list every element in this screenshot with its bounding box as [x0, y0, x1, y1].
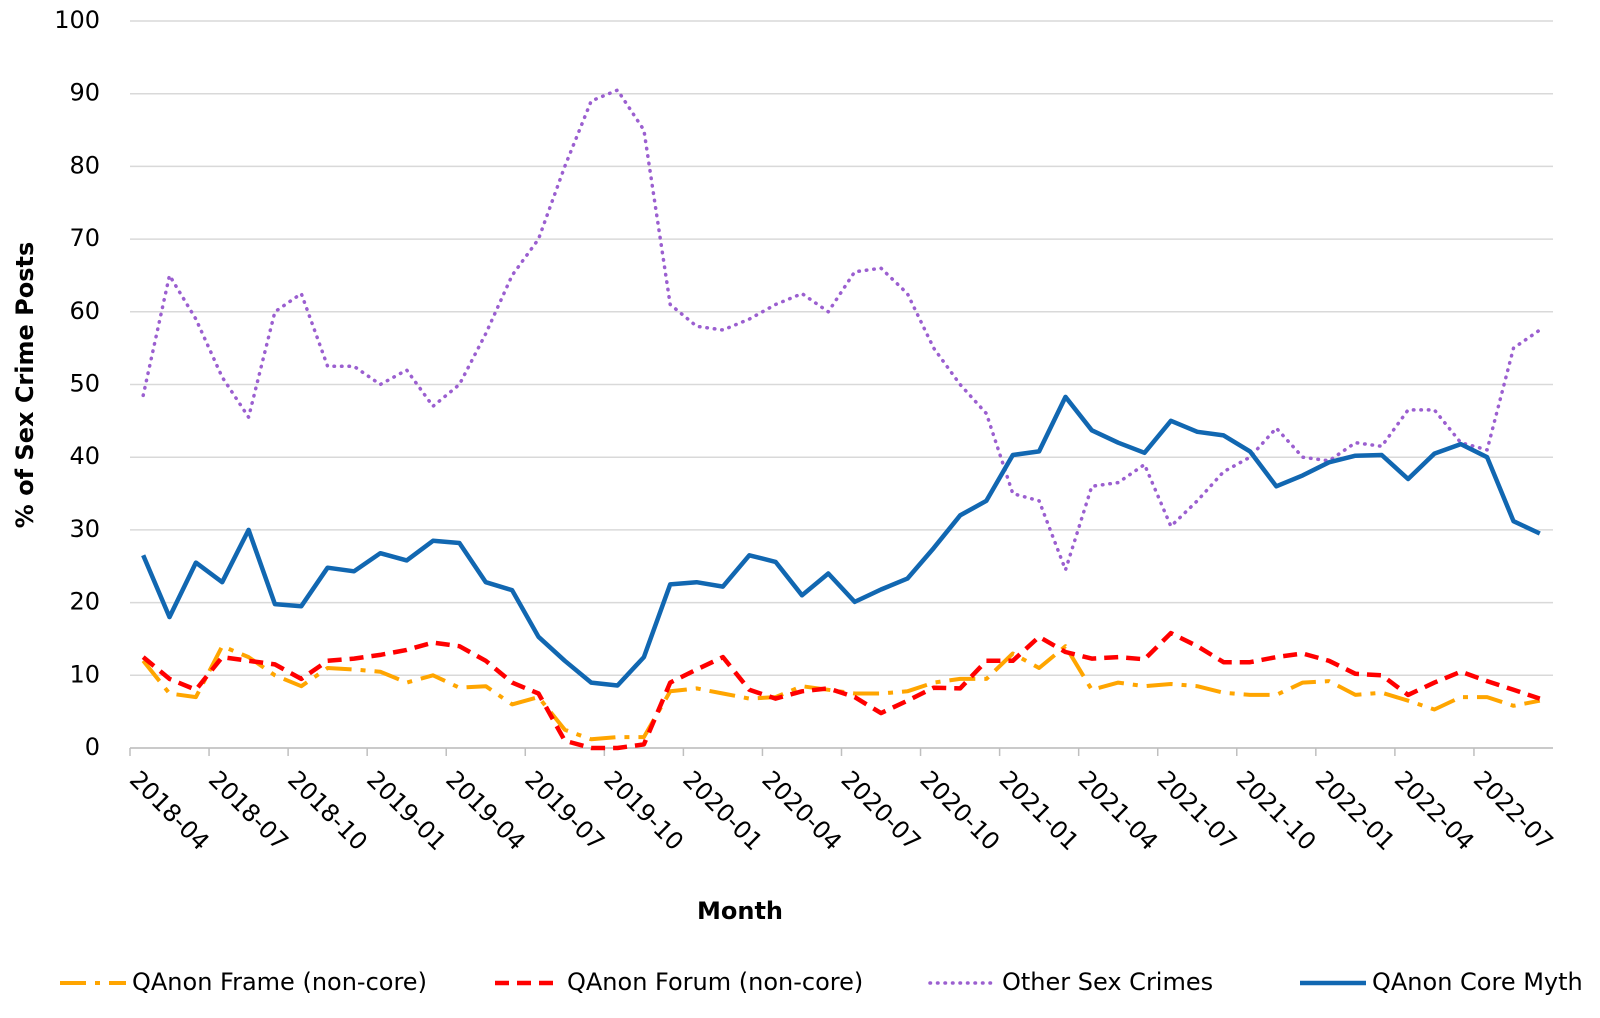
series-line	[141, 630, 1541, 751]
x-tick-label: 2020-07	[835, 765, 926, 856]
x-tick-label: 2022-04	[1389, 765, 1480, 856]
y-tick-label: 80	[69, 151, 100, 179]
x-tick-label: 2019-07	[519, 765, 610, 856]
y-tick-label: 10	[69, 660, 100, 688]
x-tick-label: 2020-01	[677, 765, 768, 856]
y-tick-label: 60	[69, 297, 100, 325]
y-tick-label: 50	[69, 370, 100, 398]
x-tick-label: 2018-07	[203, 765, 294, 856]
x-tick-label: 2022-07	[1468, 765, 1559, 856]
legend-label: QAnon Frame (non-core)	[132, 968, 427, 996]
legend-label: QAnon Core Myth	[1372, 968, 1583, 996]
x-tick-label: 2021-04	[1073, 765, 1164, 856]
x-tick-label: 2021-01	[994, 765, 1085, 856]
x-tick-label: 2020-10	[915, 765, 1006, 856]
x-tick-label: 2021-10	[1231, 765, 1322, 856]
x-tick-label: 2021-07	[1152, 765, 1243, 856]
y-axis-title: % of Sex Crime Posts	[11, 242, 39, 529]
legend-label: Other Sex Crimes	[1002, 968, 1213, 996]
x-tick-label: 2018-04	[124, 765, 215, 856]
y-tick-label: 40	[69, 442, 100, 470]
x-tick-label: 2019-01	[361, 765, 452, 856]
y-tick-label: 0	[85, 733, 100, 761]
x-tick-label: 2020-04	[756, 765, 847, 856]
legend-label: QAnon Forum (non-core)	[567, 968, 863, 996]
y-tick-label: 100	[54, 6, 100, 34]
y-tick-label: 20	[69, 588, 100, 616]
x-tick-label: 2018-10	[282, 765, 373, 856]
x-tick-label: 2022-01	[1310, 765, 1401, 856]
series-line	[141, 394, 1541, 688]
y-tick-label: 70	[69, 224, 100, 252]
y-tick-label: 30	[69, 515, 100, 543]
y-tick-label: 90	[69, 79, 100, 107]
series-line	[141, 88, 1542, 572]
x-axis-title: Month	[697, 897, 783, 925]
x-tick-label: 2019-10	[598, 765, 689, 856]
x-tick-label: 2019-04	[440, 765, 531, 856]
